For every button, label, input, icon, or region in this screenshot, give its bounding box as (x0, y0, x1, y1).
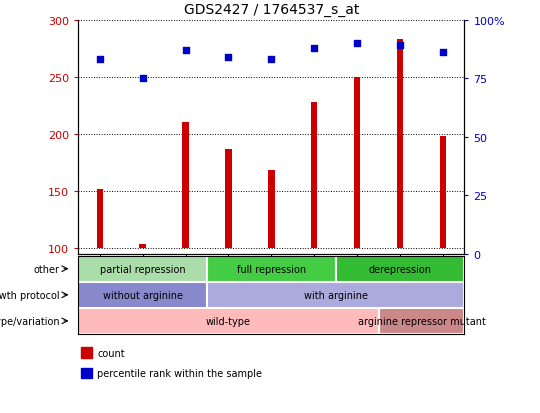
Bar (397, 40, 403, 248)
Point (310, 45, 319, 52)
Bar (139, 245, 146, 248)
Text: derepression: derepression (368, 264, 431, 274)
Bar (78, 256, 207, 282)
Bar (207, 282, 464, 308)
Text: percentile rank within the sample: percentile rank within the sample (97, 368, 262, 378)
Text: with arginine: with arginine (303, 290, 368, 300)
Point (396, 43, 404, 50)
Text: full repression: full repression (237, 264, 306, 274)
Text: other: other (34, 264, 60, 274)
Bar (336, 256, 464, 282)
Point (181, 47, 190, 54)
Text: partial repression: partial repression (100, 264, 185, 274)
Bar (81, 347, 92, 358)
Bar (268, 171, 274, 248)
Text: wild-type: wild-type (206, 316, 251, 326)
Text: growth protocol: growth protocol (0, 290, 60, 300)
Point (224, 55, 233, 61)
Point (267, 57, 275, 64)
Point (438, 50, 447, 57)
Bar (81, 368, 92, 378)
Bar (354, 78, 360, 248)
Bar (183, 123, 189, 248)
Text: arginine repressor mutant: arginine repressor mutant (357, 316, 485, 326)
Bar (379, 308, 464, 334)
Title: GDS2427 / 1764537_s_at: GDS2427 / 1764537_s_at (184, 3, 359, 17)
Text: without arginine: without arginine (103, 290, 183, 300)
Text: count: count (97, 348, 125, 358)
Bar (311, 102, 318, 248)
Point (353, 40, 361, 47)
Bar (207, 256, 336, 282)
Bar (440, 137, 446, 248)
Point (138, 76, 147, 82)
Point (96, 57, 104, 64)
Bar (78, 308, 379, 334)
Bar (78, 282, 207, 308)
Text: genotype/variation: genotype/variation (0, 316, 60, 326)
Bar (225, 149, 232, 248)
Bar (97, 189, 103, 248)
